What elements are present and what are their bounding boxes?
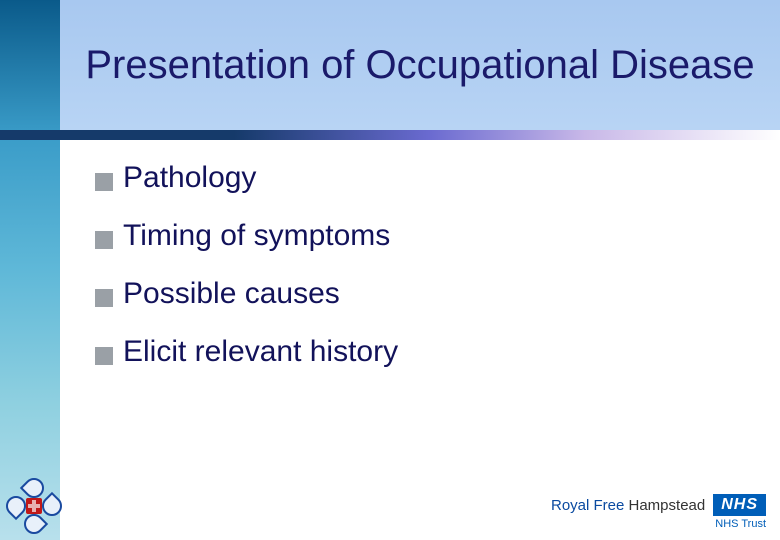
horizontal-divider [0,130,780,140]
square-bullet-icon [95,347,113,365]
nhs-badge: NHS [713,494,766,516]
list-item: Pathology [95,160,735,196]
square-bullet-icon [95,173,113,191]
bullet-text: Elicit relevant history [123,334,398,370]
list-item: Timing of symptoms [95,218,735,254]
crest-logo [8,480,60,532]
org-suffix: Hampstead [624,497,705,514]
crest-icon [8,480,60,532]
bullet-text: Pathology [123,160,256,196]
content-area: Pathology Timing of symptoms Possible ca… [95,160,735,392]
trust-line: NHS Trust [551,518,766,530]
bullet-text: Timing of symptoms [123,218,390,254]
list-item: Possible causes [95,276,735,312]
title-area: Presentation of Occupational Disease [60,0,780,130]
org-line: Royal Free Hampstead NHS [551,494,766,516]
bullet-text: Possible causes [123,276,340,312]
org-name: Royal Free Hampstead [551,497,705,514]
list-item: Elicit relevant history [95,334,735,370]
left-gradient-band [0,0,60,540]
square-bullet-icon [95,289,113,307]
square-bullet-icon [95,231,113,249]
footer-branding: Royal Free Hampstead NHS NHS Trust [551,494,766,530]
org-prefix: Royal Free [551,497,624,514]
slide-title: Presentation of Occupational Disease [85,42,754,88]
